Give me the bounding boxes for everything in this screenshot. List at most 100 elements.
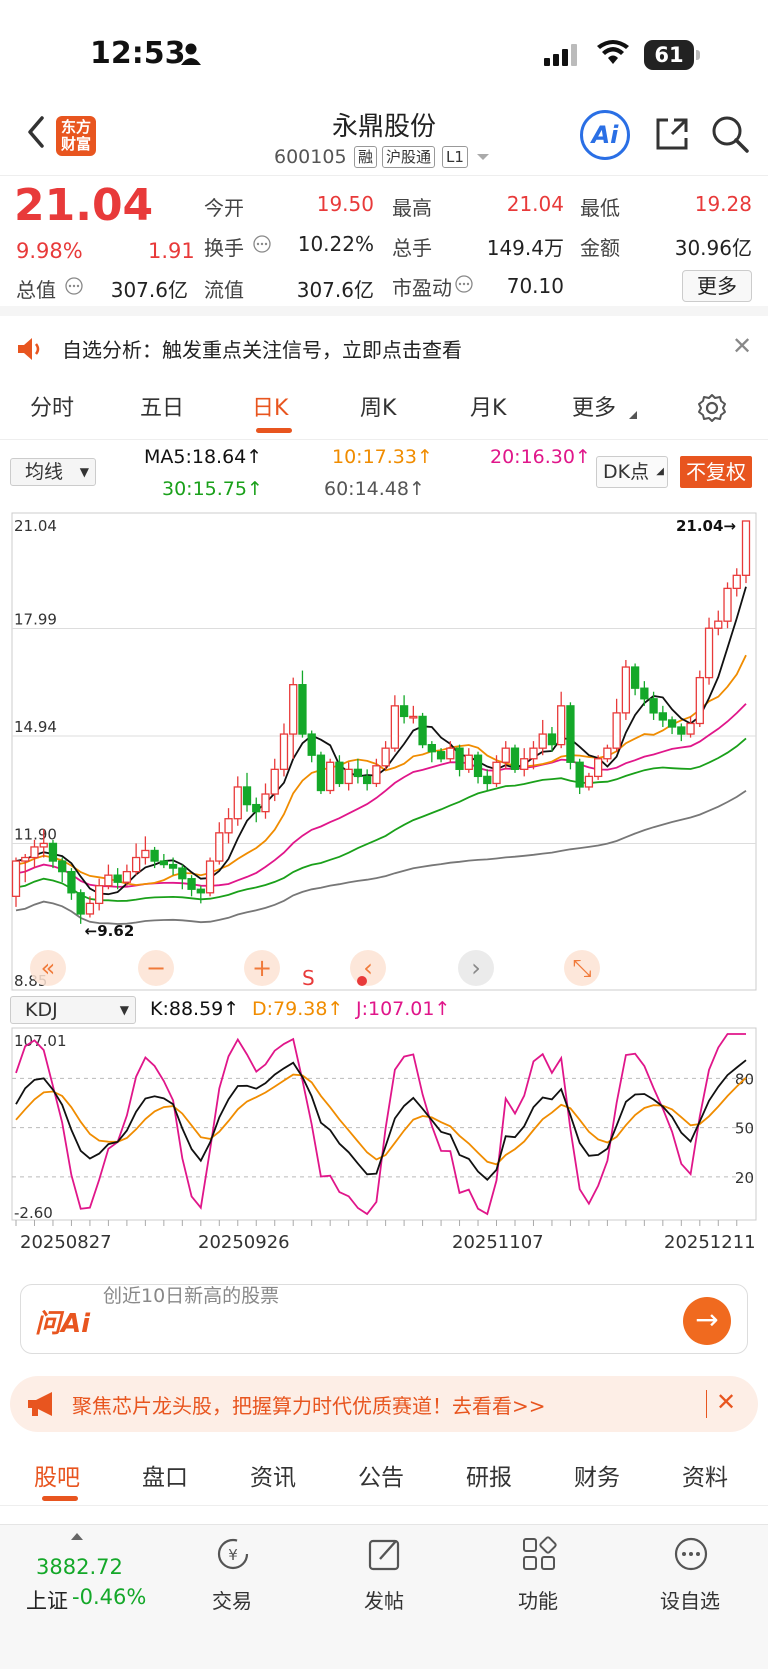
candle-body	[76, 892, 85, 915]
red-dot	[357, 976, 367, 986]
svg-text:¥: ¥	[228, 1546, 238, 1564]
candle-body	[612, 712, 621, 749]
forward-step-button-glyph: ›	[471, 954, 481, 982]
tab-orderbook[interactable]: 盘口	[142, 1465, 188, 1491]
field-label: 换手	[204, 236, 244, 260]
candle-body	[695, 676, 704, 725]
candle-body	[723, 587, 732, 622]
high-marker: 21.04→	[676, 517, 736, 535]
ai-button[interactable]: Ai	[580, 110, 630, 160]
tab-announcements[interactable]: 公告	[358, 1465, 404, 1491]
chevron-down-icon[interactable]	[476, 152, 490, 162]
tab-news[interactable]: 资讯	[250, 1465, 296, 1491]
candle-body	[67, 870, 76, 894]
tab-research[interactable]: 研报	[466, 1465, 512, 1491]
stock-header: 东方财富 永鼎股份 600105 融 沪股通 L1 Ai	[0, 100, 768, 176]
signal-icon	[544, 44, 577, 66]
ma30-value: 30:15.75↑	[162, 478, 263, 500]
nav-functions[interactable]: 功能	[488, 1525, 588, 1635]
stock-name: 永鼎股份	[331, 112, 436, 142]
index-widget[interactable]: 3882.72 上证 -0.46%	[0, 1525, 158, 1625]
trade-icon: ¥	[217, 1538, 249, 1570]
info-dots-icon[interactable]	[252, 234, 272, 254]
tab-profile[interactable]: 资料	[682, 1465, 728, 1491]
ask-ai-box[interactable]: 创近10日新高的股票 问Ai →	[20, 1284, 748, 1354]
back-arrow-icon[interactable]	[22, 112, 52, 152]
candle-body	[326, 761, 335, 792]
candle-body	[242, 786, 252, 806]
nav-trade[interactable]: ¥ 交易	[182, 1525, 282, 1635]
candle-body	[381, 747, 390, 767]
tab-more[interactable]: 更多	[572, 396, 617, 421]
rewind-button[interactable]: «	[30, 950, 66, 986]
content-tabs: 股吧 盘口 资讯 公告 研报 财务 资料	[0, 1444, 768, 1506]
candle-body	[122, 870, 132, 883]
rewind-button-glyph: «	[41, 954, 56, 982]
indicator-select[interactable]: 均线 ▼	[10, 458, 96, 486]
candle-body	[630, 666, 640, 689]
ma-legend: 均线 ▼ MA5:18.64↑ 10:17.33↑ 20:16.30↑ 30:15…	[0, 440, 768, 508]
tab-finance[interactable]: 财务	[574, 1465, 620, 1491]
fullscreen-button-bg	[564, 950, 600, 986]
s-marker: S	[302, 966, 315, 990]
kdj-select[interactable]: KDJ ▼	[10, 996, 136, 1024]
y-axis-label: 17.99	[14, 611, 57, 629]
nav-add-watchlist[interactable]: 设自选	[640, 1525, 740, 1635]
info-dots-icon[interactable]	[64, 276, 84, 296]
forward-step-button-bg	[458, 950, 494, 986]
gear-icon[interactable]	[696, 392, 728, 424]
analysis-alert[interactable]: 自选分析：触发重点关注信号，立即点击查看 ✕	[0, 326, 768, 376]
candle-body	[307, 733, 316, 756]
candle-body	[30, 846, 39, 859]
promo-text: 聚焦芯片龙头股，把握算力时代优质赛道！去看看>>	[72, 1394, 546, 1418]
forward-step-button[interactable]: ›	[458, 950, 494, 986]
no-adjust-button[interactable]: 不复权	[680, 456, 752, 488]
zoom-out-button[interactable]: −	[138, 950, 174, 986]
date-label: 20250926	[198, 1232, 290, 1253]
fullscreen-button[interactable]: ⤡	[564, 950, 600, 986]
nav-label: 功能	[518, 1589, 558, 1613]
zoom-in-button[interactable]: +	[244, 950, 280, 986]
promo-banner[interactable]: 聚焦芯片龙头股，把握算力时代优质赛道！去看看>> ✕	[10, 1376, 758, 1432]
candle-body	[667, 719, 677, 728]
share-icon[interactable]	[652, 114, 692, 154]
field-value: 19.50	[316, 192, 374, 216]
close-icon[interactable]: ✕	[716, 1388, 737, 1416]
arrow-right-icon[interactable]: →	[683, 1297, 731, 1345]
candle-body	[677, 726, 686, 735]
candle-body	[603, 747, 612, 760]
kdj-d-value: D:79.38↑	[252, 998, 344, 1020]
zoom-in-button-bg	[244, 950, 280, 986]
person-icon	[181, 43, 201, 65]
candle-body	[557, 705, 566, 746]
kdj-frame	[11, 1027, 757, 1221]
alert-text: 自选分析：触发重点关注信号，立即点击查看	[62, 338, 462, 362]
tab-monthly-k[interactable]: 月K	[470, 396, 507, 421]
back-step-button[interactable]: ‹	[350, 950, 386, 986]
tab-intraday[interactable]: 分时	[30, 396, 75, 421]
tab-daily-k[interactable]: 日K	[252, 396, 289, 421]
close-icon[interactable]: ✕	[732, 332, 753, 360]
candle-body	[409, 715, 418, 719]
candle-body	[215, 832, 224, 862]
date-label: 20251107	[452, 1232, 544, 1253]
tab-weekly-k[interactable]: 周K	[360, 396, 397, 421]
candle-body	[11, 860, 21, 897]
candle-body	[501, 747, 510, 763]
search-icon[interactable]	[710, 114, 750, 154]
tab-forum[interactable]: 股吧	[34, 1465, 80, 1491]
tab-five-day[interactable]: 五日	[140, 396, 185, 421]
candle-body	[455, 747, 464, 770]
back-step-button-glyph: ‹	[363, 954, 373, 982]
more-button[interactable]: 更多	[682, 270, 752, 302]
ask-ai-brand: 问Ai	[35, 1309, 91, 1339]
dk-point-button[interactable]: DK点 ◢	[596, 456, 668, 488]
nav-post[interactable]: 发帖	[334, 1525, 434, 1635]
kdj-k-line	[15, 1059, 747, 1181]
candle-body	[658, 712, 667, 721]
candle-body	[714, 620, 723, 629]
info-dots-icon[interactable]	[454, 274, 474, 294]
bottom-bar: 3882.72 上证 -0.46% ¥ 交易 发帖 功能 设自选	[0, 1524, 768, 1669]
